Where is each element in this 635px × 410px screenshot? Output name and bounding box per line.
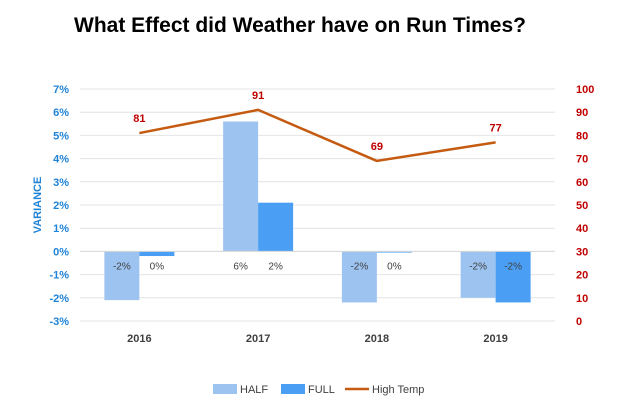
bar-label-full-2018: 0% <box>387 261 402 272</box>
bar-full-2018 <box>376 251 412 253</box>
left-axis-ticks: -3% -2% -1% 0% 1% 2% 3% 4% 5% 6% 7% <box>49 84 69 328</box>
y-axis-label: VARIANCE <box>32 177 44 234</box>
left-tick-label: 5% <box>53 130 69 142</box>
left-tick-label: -2% <box>49 293 69 305</box>
right-tick-label: 100 <box>576 84 594 96</box>
x-tick-label: 2018 <box>365 333 389 345</box>
left-tick-label: 4% <box>53 154 69 166</box>
line-label-2016: 81 <box>133 113 145 125</box>
right-tick-label: 60 <box>576 177 588 189</box>
bar-full-2017 <box>258 202 294 252</box>
legend-label-half: HALF <box>240 384 268 396</box>
chart-title: What Effect did Weather have on Run Time… <box>74 14 526 37</box>
left-tick-label: 0% <box>53 246 69 258</box>
bar-half-2017 <box>223 121 259 252</box>
bar-half-2019 <box>460 251 496 298</box>
line-label-2017: 91 <box>252 90 264 102</box>
bar-full-2019 <box>495 251 531 303</box>
left-tick-label: 3% <box>53 177 69 189</box>
left-tick-label: -3% <box>49 316 69 328</box>
right-tick-label: 90 <box>576 107 588 119</box>
left-tick-label: 6% <box>53 107 69 119</box>
bar-label-full-2017: 2% <box>268 261 283 272</box>
right-tick-label: 70 <box>576 154 588 166</box>
legend: HALF FULL High Temp <box>213 384 424 396</box>
legend-label-full: FULL <box>308 384 335 396</box>
bar-label-half-2017: 6% <box>233 261 248 272</box>
high-temp-line: 81 91 69 77 <box>133 90 502 163</box>
bar-label-half-2019: -2% <box>469 261 487 272</box>
bar-label-half-2016: -2% <box>113 261 131 272</box>
left-tick-label: 2% <box>53 200 69 212</box>
bar-label-full-2019: -2% <box>504 261 522 272</box>
line-label-2019: 77 <box>490 122 502 134</box>
right-tick-label: 40 <box>576 223 588 235</box>
right-tick-label: 80 <box>576 130 588 142</box>
x-tick-label: 2017 <box>246 333 270 345</box>
x-axis-ticks: 2016 2017 2018 2019 <box>127 333 508 345</box>
x-tick-label: 2019 <box>483 333 507 345</box>
legend-swatch-half <box>213 384 237 394</box>
left-tick-label: 7% <box>53 84 69 96</box>
bars <box>104 121 531 303</box>
right-tick-label: 10 <box>576 293 588 305</box>
legend-label-high-temp: High Temp <box>372 384 424 396</box>
bar-label-full-2016: 0% <box>150 261 165 272</box>
right-tick-label: 0 <box>576 316 582 328</box>
bar-full-2016 <box>139 251 175 257</box>
line-high-temp <box>139 108 496 163</box>
right-axis-ticks: 0 10 20 30 40 50 60 70 80 90 100 <box>576 84 594 328</box>
x-tick-label: 2016 <box>127 333 151 345</box>
right-tick-label: 30 <box>576 246 588 258</box>
bar-label-half-2018: -2% <box>350 261 368 272</box>
bar-half-2018 <box>341 251 377 303</box>
bar-data-labels: -2% 6% -2% -2% 0% 2% 0% -2% <box>113 261 522 272</box>
left-tick-label: -1% <box>49 270 69 282</box>
right-tick-label: 50 <box>576 200 588 212</box>
line-label-2018: 69 <box>371 141 383 153</box>
left-tick-label: 1% <box>53 223 69 235</box>
legend-swatch-full <box>281 384 305 394</box>
right-tick-label: 20 <box>576 270 588 282</box>
bar-half-2016 <box>104 251 140 301</box>
